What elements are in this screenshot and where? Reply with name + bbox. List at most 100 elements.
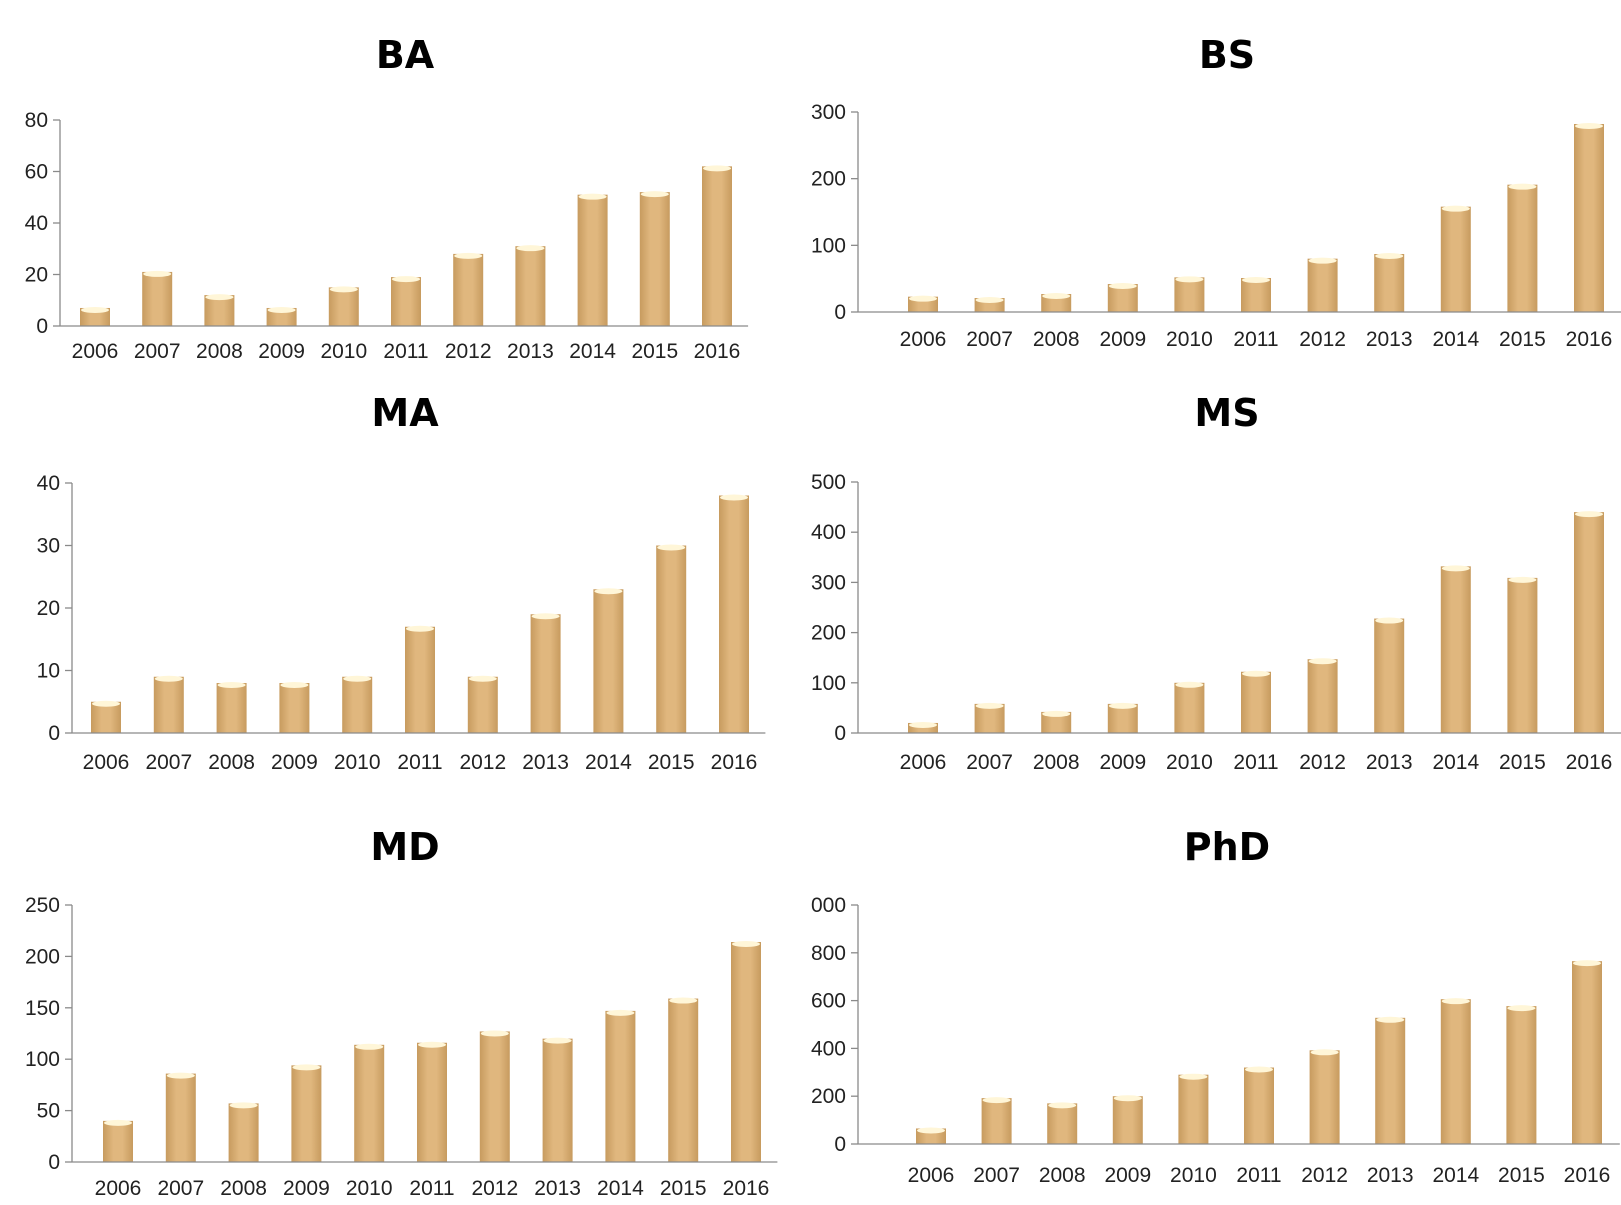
y-tick-label: 20 — [37, 597, 60, 620]
x-tick-label: 2015 — [1499, 751, 1546, 774]
x-tick-label: 2009 — [271, 751, 318, 774]
y-tick-label: 20 — [25, 264, 48, 287]
bar — [342, 676, 373, 733]
bar-cap — [543, 1037, 572, 1044]
x-tick-label: 2014 — [585, 751, 632, 774]
bar — [1112, 1096, 1143, 1144]
x-tick-label: 2008 — [1039, 1164, 1086, 1187]
bar — [731, 942, 761, 1162]
x-tick-label: 2016 — [711, 751, 758, 774]
y-tick-label: 10 — [37, 660, 60, 683]
x-tick-label: 2006 — [900, 328, 947, 351]
x-tick-label: 2012 — [445, 340, 492, 363]
x-tick-label: 2014 — [569, 340, 616, 363]
y-tick-label: 30 — [37, 535, 60, 558]
y-tick-label: 250 — [25, 894, 60, 917]
bar-cap — [909, 295, 937, 302]
bar-cap — [1245, 1066, 1273, 1073]
chart-bs: BS 0 100 200 300 2006 2007 2008 2009 2010 2011 2012… — [811, 33, 1621, 351]
bar-cap — [1310, 1049, 1339, 1056]
x-tick-label: 2013 — [1367, 1164, 1414, 1187]
x-tick-label: 2011 — [397, 751, 442, 774]
bar — [1174, 682, 1205, 733]
x-tick-label: 2007 — [966, 328, 1013, 351]
x-tick-label: 2006 — [72, 340, 119, 363]
x-tick-label: 2012 — [1299, 751, 1346, 774]
bar — [405, 626, 435, 733]
bar — [719, 495, 749, 733]
bar — [656, 545, 687, 733]
bar — [453, 253, 484, 326]
x-tick-label: 2015 — [1498, 1164, 1545, 1187]
bar-cap — [1308, 658, 1337, 665]
bar — [1374, 618, 1405, 733]
x-tick-label: 2007 — [134, 340, 181, 363]
bar — [577, 194, 608, 326]
x-tick-label: 2012 — [471, 1177, 518, 1200]
y-tick-label: 40 — [37, 472, 60, 495]
y-tick-label: 150 — [25, 997, 60, 1020]
y-tick-label: 200 — [811, 168, 846, 191]
y-tick-label: 0 — [48, 722, 60, 745]
x-tick-label: 2009 — [283, 1177, 330, 1200]
bar-cap — [1508, 183, 1537, 190]
bar — [639, 192, 670, 326]
bar-cap — [1042, 293, 1071, 299]
x-tick-label: 2016 — [1564, 1164, 1611, 1187]
bar — [1241, 278, 1271, 312]
bar-cap — [703, 165, 731, 172]
y-tick-label: 50 — [37, 1100, 60, 1123]
y-tick-label: 0 — [834, 1133, 846, 1156]
bar — [1574, 512, 1604, 733]
bar — [1572, 961, 1602, 1144]
x-tick-label: 2009 — [1104, 1164, 1151, 1187]
x-tick-label: 2016 — [723, 1177, 770, 1200]
chart-title: MS — [1194, 391, 1259, 435]
bar — [1440, 206, 1471, 312]
y-tick-label: 0 — [834, 301, 846, 324]
y-tick-label: 100 — [811, 672, 846, 695]
x-tick-label: 2006 — [83, 751, 130, 774]
y-tick-label: 80 — [25, 109, 48, 132]
bar — [1374, 254, 1405, 312]
bar-cap — [1575, 511, 1603, 518]
bar — [479, 1031, 510, 1162]
bar-cap — [343, 675, 372, 682]
bar — [542, 1038, 573, 1162]
y-tick-label: 800 — [811, 942, 846, 965]
bar-cap — [975, 297, 1004, 303]
bar-cap — [1441, 565, 1470, 572]
x-tick-label: 2008 — [196, 340, 243, 363]
x-tick-label: 2011 — [1236, 1164, 1281, 1187]
bar — [530, 614, 561, 733]
bar — [702, 166, 732, 326]
bar-cap — [229, 1102, 258, 1109]
x-tick-label: 2014 — [597, 1177, 644, 1200]
bar-cap — [480, 1030, 509, 1037]
x-tick-label: 2012 — [1301, 1164, 1348, 1187]
bar-cap — [1113, 1095, 1142, 1102]
bar-cap — [982, 1097, 1011, 1104]
bar-cap — [1575, 123, 1603, 129]
bar — [1375, 1017, 1406, 1144]
bar-cap — [406, 625, 434, 632]
x-tick-label: 2014 — [1432, 328, 1479, 351]
bar — [165, 1073, 196, 1162]
x-tick-label: 2011 — [409, 1177, 454, 1200]
bar-cap — [1441, 205, 1470, 212]
y-tick-label: 200 — [811, 1085, 846, 1108]
y-tick-label: 200 — [811, 622, 846, 645]
x-tick-label: 2008 — [1033, 751, 1080, 774]
y-tick-label: 60 — [25, 161, 48, 184]
bar — [515, 246, 546, 326]
x-tick-label: 2007 — [973, 1164, 1020, 1187]
x-tick-label: 2008 — [1033, 328, 1080, 351]
bar-cap — [594, 588, 623, 595]
bar — [228, 1103, 259, 1162]
x-tick-label: 2013 — [534, 1177, 581, 1200]
y-tick-label: 300 — [811, 571, 846, 594]
bar — [908, 722, 938, 733]
bar-cap — [355, 1043, 384, 1050]
bar-cap — [531, 613, 560, 620]
x-tick-label: 2007 — [157, 1177, 204, 1200]
